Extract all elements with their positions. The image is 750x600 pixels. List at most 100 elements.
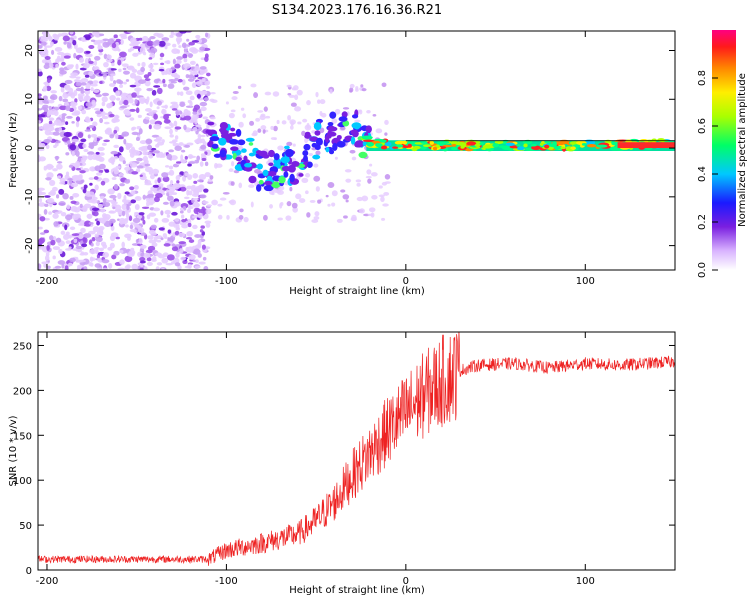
noise-speckle bbox=[138, 96, 146, 102]
noise-speckle bbox=[359, 109, 363, 115]
spectrogram-y-ticks: -20 -10 0 10 20 bbox=[24, 44, 675, 254]
noise-speckle bbox=[107, 38, 115, 45]
noise-speckle bbox=[349, 89, 353, 93]
noise-speckle bbox=[183, 196, 190, 200]
signal-blob bbox=[350, 129, 356, 135]
noise-speckle bbox=[52, 255, 56, 260]
noise-speckle bbox=[209, 175, 214, 180]
noise-speckle bbox=[384, 119, 389, 125]
noise-speckle bbox=[94, 184, 99, 191]
noise-speckle bbox=[60, 230, 66, 235]
noise-speckle bbox=[204, 32, 209, 38]
noise-speckle bbox=[75, 245, 83, 250]
noise-speckle bbox=[88, 262, 93, 267]
noise-speckle bbox=[191, 184, 196, 188]
colorbar-gradient bbox=[712, 30, 736, 270]
noise-speckle bbox=[172, 201, 181, 207]
noise-speckle bbox=[195, 81, 203, 87]
signal-blob bbox=[450, 146, 458, 151]
signal-blob bbox=[560, 146, 566, 150]
signal-blob bbox=[241, 148, 247, 153]
noise-speckle bbox=[199, 46, 206, 51]
noise-speckle bbox=[187, 78, 195, 82]
noise-speckle bbox=[156, 100, 162, 106]
noise-speckle bbox=[203, 97, 209, 102]
noise-speckle bbox=[101, 115, 109, 120]
noise-speckle bbox=[292, 85, 299, 91]
noise-speckle bbox=[87, 134, 91, 139]
noise-speckle bbox=[82, 63, 90, 69]
noise-speckle bbox=[150, 232, 157, 236]
noise-speckle bbox=[49, 189, 56, 196]
noise-speckle bbox=[42, 104, 49, 110]
noise-speckle bbox=[163, 243, 171, 247]
noise-speckle bbox=[100, 218, 106, 224]
noise-speckle bbox=[355, 179, 362, 183]
noise-speckle bbox=[101, 101, 106, 107]
noise-speckle bbox=[78, 57, 85, 63]
noise-speckle bbox=[75, 81, 82, 87]
noise-speckle bbox=[222, 192, 230, 195]
noise-speckle bbox=[146, 87, 153, 92]
noise-speckle bbox=[54, 265, 62, 269]
noise-speckle bbox=[112, 206, 116, 210]
noise-speckle bbox=[146, 40, 154, 47]
noise-speckle bbox=[378, 185, 383, 189]
signal-blob bbox=[461, 143, 467, 148]
noise-speckle bbox=[176, 179, 180, 184]
noise-speckle bbox=[355, 88, 359, 92]
noise-speckle bbox=[319, 127, 325, 134]
noise-speckle bbox=[58, 201, 66, 207]
noise-speckle bbox=[75, 79, 82, 83]
noise-speckle bbox=[87, 154, 94, 161]
noise-speckle bbox=[171, 139, 178, 143]
noise-speckle bbox=[193, 180, 198, 184]
signal-blob bbox=[298, 173, 304, 177]
noise-speckle bbox=[98, 169, 104, 174]
signal-blob bbox=[244, 162, 253, 168]
noise-speckle bbox=[193, 104, 201, 111]
noise-speckle bbox=[134, 196, 142, 201]
signal-blob bbox=[530, 144, 537, 147]
signal-blob bbox=[413, 145, 421, 150]
noise-speckle bbox=[90, 199, 98, 204]
noise-speckle bbox=[181, 218, 187, 223]
noise-speckle bbox=[159, 52, 165, 58]
noise-speckle bbox=[342, 194, 350, 200]
noise-speckle bbox=[38, 187, 45, 191]
signal-blob bbox=[586, 144, 597, 148]
noise-speckle bbox=[291, 202, 298, 209]
noise-speckle bbox=[188, 239, 195, 243]
noise-speckle bbox=[119, 249, 124, 254]
noise-speckle bbox=[55, 155, 59, 161]
noise-speckle bbox=[137, 79, 146, 84]
noise-speckle bbox=[200, 138, 206, 144]
noise-speckle bbox=[130, 222, 135, 225]
noise-speckle bbox=[50, 90, 57, 94]
noise-speckle bbox=[103, 53, 108, 60]
noise-speckle bbox=[186, 185, 193, 190]
noise-speckle bbox=[43, 229, 50, 234]
noise-speckle bbox=[178, 250, 184, 254]
noise-speckle bbox=[366, 169, 372, 175]
signal-blob bbox=[407, 140, 415, 144]
noise-speckle bbox=[191, 48, 199, 54]
noise-speckle bbox=[192, 127, 198, 132]
noise-speckle bbox=[370, 172, 378, 177]
signal-blob bbox=[268, 162, 274, 167]
noise-speckle bbox=[90, 34, 94, 38]
noise-speckle bbox=[40, 36, 46, 40]
signal-blob bbox=[213, 153, 222, 158]
noise-speckle bbox=[94, 55, 101, 61]
noise-speckle bbox=[92, 80, 99, 84]
noise-speckle bbox=[378, 194, 385, 198]
snr-y-tick-label: 200 bbox=[13, 386, 32, 397]
noise-speckle bbox=[311, 219, 319, 223]
noise-speckle bbox=[372, 113, 377, 117]
noise-speckle bbox=[56, 163, 63, 170]
snr-x-ticks: -200 -100 0 100 bbox=[36, 332, 595, 587]
noise-speckle bbox=[39, 216, 46, 222]
noise-speckle bbox=[88, 177, 94, 180]
signal-blob bbox=[466, 141, 477, 146]
noise-speckle bbox=[46, 85, 52, 92]
